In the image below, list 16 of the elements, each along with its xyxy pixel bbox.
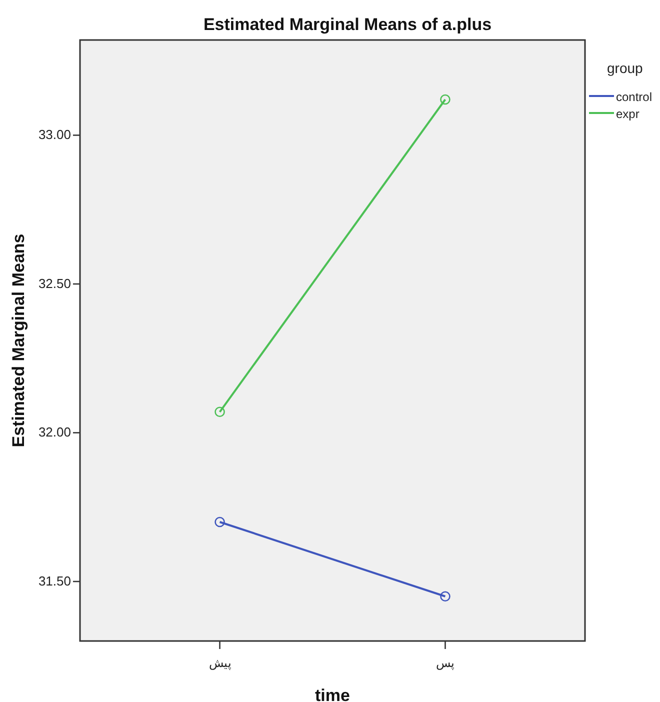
x-tick-label: پیش — [208, 656, 231, 670]
point — [440, 94, 450, 105]
y-tick-label: 32.50 — [38, 276, 71, 291]
legend-label: control — [616, 90, 652, 104]
y-tick-label: 31.50 — [38, 573, 71, 588]
legend-label: expr — [616, 107, 640, 121]
x-axis-title: time — [315, 686, 350, 702]
x-tick-label: پس — [436, 656, 454, 670]
chart-title: Estimated Marginal Means of a.plus — [203, 15, 492, 34]
point — [214, 516, 225, 528]
point — [440, 591, 450, 602]
point — [214, 406, 225, 418]
y-axis-title: Estimated Marginal Means — [9, 234, 28, 448]
y-tick-label: 32.00 — [38, 424, 71, 440]
legend-title: group — [607, 60, 644, 76]
y-tick-label: 33.00 — [38, 127, 71, 142]
